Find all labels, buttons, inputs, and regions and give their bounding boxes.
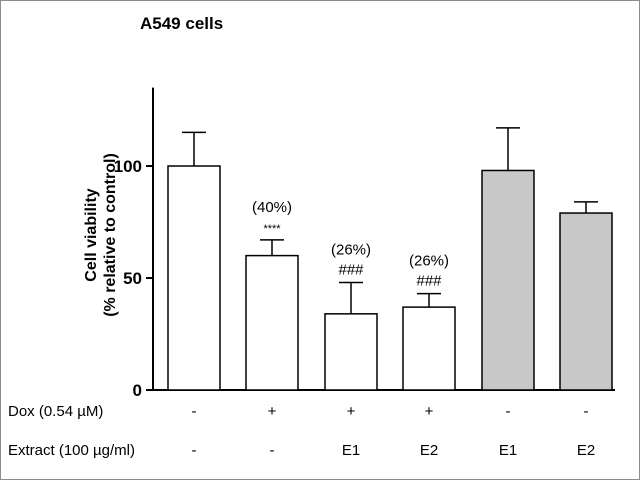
y-tick-label-100: 100 <box>114 157 142 176</box>
chart-title: A549 cells <box>140 14 224 33</box>
table-cell-0-5: - <box>583 403 589 420</box>
table-cell-1-0: - <box>191 442 197 459</box>
annotation-percent-1: (40%) <box>252 199 292 216</box>
bar-4 <box>481 169 535 391</box>
annotation-percent-3: (26%) <box>409 253 449 270</box>
table-cell-1-1: - <box>269 442 275 459</box>
table-cell-0-4: - <box>505 403 511 420</box>
annotation-percent-2: (26%) <box>331 241 371 258</box>
table-cell-0-1: + <box>267 403 277 420</box>
bar-1 <box>245 254 299 391</box>
table-cell-1-3: E2 <box>419 442 439 459</box>
table-cell-0-0: - <box>191 403 197 420</box>
bar-3 <box>402 306 456 391</box>
table-cell-1-2: E1 <box>341 442 361 459</box>
table-cell-0-2: + <box>346 403 356 420</box>
bar-2 <box>324 313 378 391</box>
annotation-marker-2: ### <box>338 261 364 278</box>
table-cell-1-5: E2 <box>576 442 596 459</box>
table-cell-1-4: E1 <box>498 442 518 459</box>
y-tick-label-50: 50 <box>123 269 142 288</box>
bar-0 <box>167 165 221 391</box>
y-tick-label-0: 0 <box>133 381 142 400</box>
table-row-label-0: Dox (0.54 µM) <box>8 403 104 420</box>
annotation-marker-3: ### <box>416 273 442 290</box>
table-cell-0-3: + <box>424 403 434 420</box>
table-row-label-1: Extract (100 µg/ml) <box>8 442 136 459</box>
annotation-marker-1: **** <box>263 223 281 235</box>
bar-5 <box>559 212 613 391</box>
